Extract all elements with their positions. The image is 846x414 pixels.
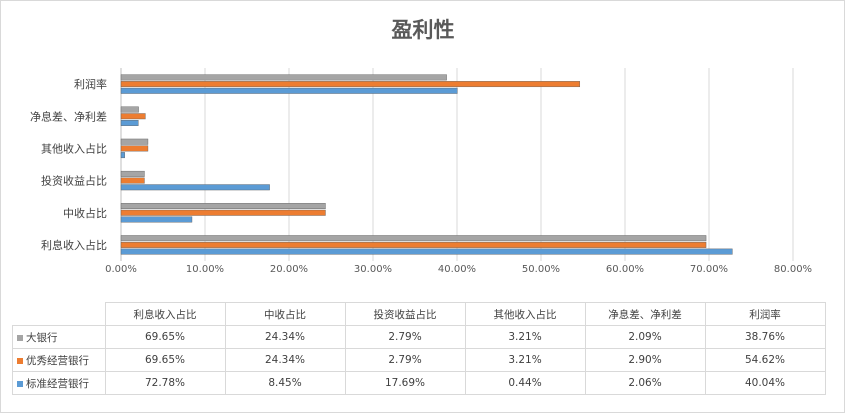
table-cell: 3.21% [464, 348, 586, 372]
table-column-header: 利润率 [704, 302, 826, 326]
x-tick-label: 80.00% [774, 264, 812, 275]
table-body: 大银行 69.65% 24.34% 2.79% 3.21% 2.09% 38.76% 优秀经营… [12, 325, 826, 395]
bar [120, 209, 326, 216]
table-column-header: 投资收益占比 [344, 302, 466, 326]
bar [120, 81, 581, 88]
table-cell: 40.04% [704, 371, 826, 395]
x-tick-label: 40.00% [438, 264, 476, 275]
table-cell: 24.34% [224, 348, 346, 372]
table-cell: 2.09% [584, 325, 706, 349]
x-tick-label: 20.00% [270, 264, 308, 275]
bar [120, 235, 707, 242]
table-cell: 24.34% [224, 325, 346, 349]
category-label: 利润率 [74, 77, 107, 91]
legend-row-header: 优秀经营银行 [12, 348, 106, 372]
table-cell: 17.69% [344, 371, 466, 395]
bar [120, 106, 139, 113]
bar [120, 145, 149, 152]
chart-title: 盈利性 [391, 18, 455, 42]
x-tick-label: 30.00% [354, 264, 392, 275]
bar [120, 138, 149, 145]
table-cell: 0.44% [464, 371, 586, 395]
data-table: 利息收入占比 中收占比 投资收益占比 其他收入占比 净息差、净利差 利润率 大银行 69.6… [12, 302, 826, 395]
table-cell: 72.78% [104, 371, 226, 395]
bar [120, 113, 146, 120]
table-cell: 69.65% [104, 325, 226, 349]
legend-series-name: 大银行 [26, 331, 58, 344]
table-column-header: 中收占比 [224, 302, 346, 326]
bar [120, 241, 707, 248]
bar [120, 184, 270, 191]
table-cell: 8.45% [224, 371, 346, 395]
table-row: 标准经营银行 72.78% 8.45% 17.69% 0.44% 2.06% 40.04% [12, 371, 826, 395]
bar [120, 177, 145, 184]
table-column-header: 利息收入占比 [104, 302, 226, 326]
bar [120, 119, 139, 126]
category-label: 投资收益占比 [41, 174, 107, 188]
table-corner-cell [12, 302, 106, 326]
x-tick-label: 60.00% [606, 264, 644, 275]
legend-swatch [17, 334, 23, 341]
table-row: 大银行 69.65% 24.34% 2.79% 3.21% 2.09% 38.76% [12, 325, 826, 349]
legend-row-header: 标准经营银行 [12, 371, 106, 395]
category-label: 利息收入占比 [41, 238, 107, 252]
x-tick-label: 0.00% [105, 264, 137, 275]
bar [120, 74, 447, 81]
x-tick-label: 10.00% [186, 264, 224, 275]
table-header-row: 利息收入占比 中收占比 投资收益占比 其他收入占比 净息差、净利差 利润率 [12, 302, 826, 326]
bar [120, 152, 125, 159]
table-column-header: 净息差、净利差 [584, 302, 706, 326]
legend-swatch [17, 357, 23, 364]
legend-row-header: 大银行 [12, 325, 106, 349]
category-label: 中收占比 [63, 206, 107, 220]
table-cell: 54.62% [704, 348, 826, 372]
table-cell: 2.79% [344, 325, 466, 349]
bar [120, 87, 458, 94]
category-label: 净息差、净利差 [30, 109, 107, 123]
table-cell: 2.90% [584, 348, 706, 372]
table-cell: 2.06% [584, 371, 706, 395]
x-tick-label: 70.00% [690, 264, 728, 275]
table-cell: 2.79% [344, 348, 466, 372]
table-cell: 3.21% [464, 325, 586, 349]
legend-series-name: 标准经营银行 [26, 377, 89, 390]
bar [120, 248, 733, 255]
bar [120, 170, 145, 177]
table-cell: 38.76% [704, 325, 826, 349]
bar [120, 216, 193, 223]
x-tick-label: 50.00% [522, 264, 560, 275]
table-row: 优秀经营银行 69.65% 24.34% 2.79% 3.21% 2.90% 54.62% [12, 348, 826, 372]
bar [120, 203, 326, 210]
table-column-header: 其他收入占比 [464, 302, 586, 326]
bar-chart-plot: 0.00% 10.00% 20.00% 30.00% 40.00% 50.00% 60.00… [30, 68, 812, 275]
category-label: 其他收入占比 [41, 141, 107, 155]
legend-swatch [17, 380, 23, 387]
table-cell: 69.65% [104, 348, 226, 372]
legend-series-name: 优秀经营银行 [26, 354, 89, 367]
